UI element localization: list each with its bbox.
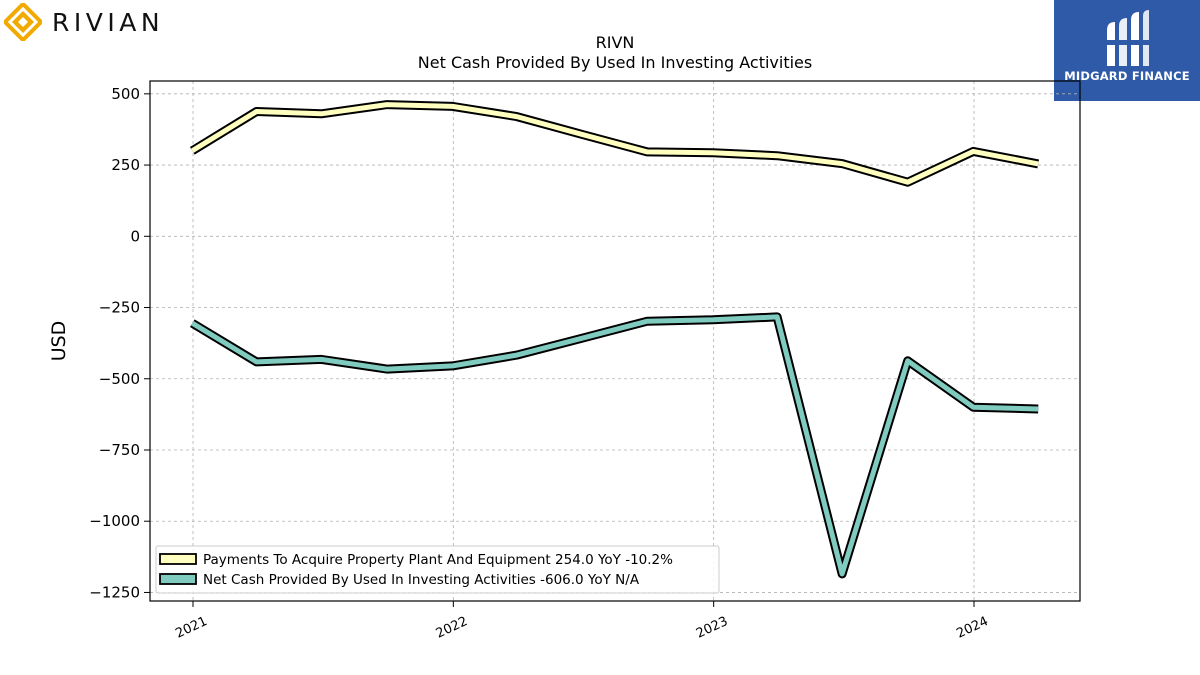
y-tick-label: 250: [111, 156, 140, 174]
badge-name: MIDGARD FINANCE: [1064, 69, 1190, 83]
x-tick-label: 2022: [434, 614, 470, 642]
y-tick-label: −500: [99, 370, 140, 388]
rivian-logo: RIVIAN: [4, 2, 164, 42]
plot-frame: [149, 80, 1081, 602]
rivian-diamond-icon: [4, 3, 42, 41]
y-axis-label: USD: [48, 321, 70, 362]
series-outline-1: [189, 312, 1039, 579]
midgard-finance-badge: MIDGARD FINANCE: [1054, 0, 1200, 101]
x-tick-label: 2024: [954, 614, 990, 642]
y-tick-label: −250: [99, 299, 140, 317]
series-line-0: [190, 102, 1039, 185]
x-tick-label: 2021: [173, 614, 209, 642]
chart-title: RIVN: [596, 33, 635, 52]
brand-name: RIVIAN: [52, 7, 165, 37]
legend-swatch-0: [159, 553, 197, 565]
legend-entry-0: Payments To Acquire Property Plant And E…: [203, 552, 673, 568]
series-line-1: [191, 314, 1039, 577]
series-layer: [189, 100, 1040, 579]
y-tick-label: −1000: [89, 512, 140, 530]
grid: [150, 81, 1080, 601]
chart-subtitle: Net Cash Provided By Used In Investing A…: [418, 53, 812, 72]
y-tick-label: 0: [130, 227, 140, 245]
legend-box: [155, 545, 720, 594]
y-tick-label: −750: [99, 441, 140, 459]
y-tick-label: −1250: [89, 583, 140, 601]
midgard-mh-icon: [1107, 10, 1149, 66]
x-tick-label: 2023: [694, 614, 730, 642]
legend-entry-1: Net Cash Provided By Used In Investing A…: [203, 572, 640, 588]
y-tick-label: 500: [111, 85, 140, 103]
legend-swatch-1: [159, 573, 197, 585]
legend: Payments To Acquire Property Plant And E…: [155, 545, 720, 594]
